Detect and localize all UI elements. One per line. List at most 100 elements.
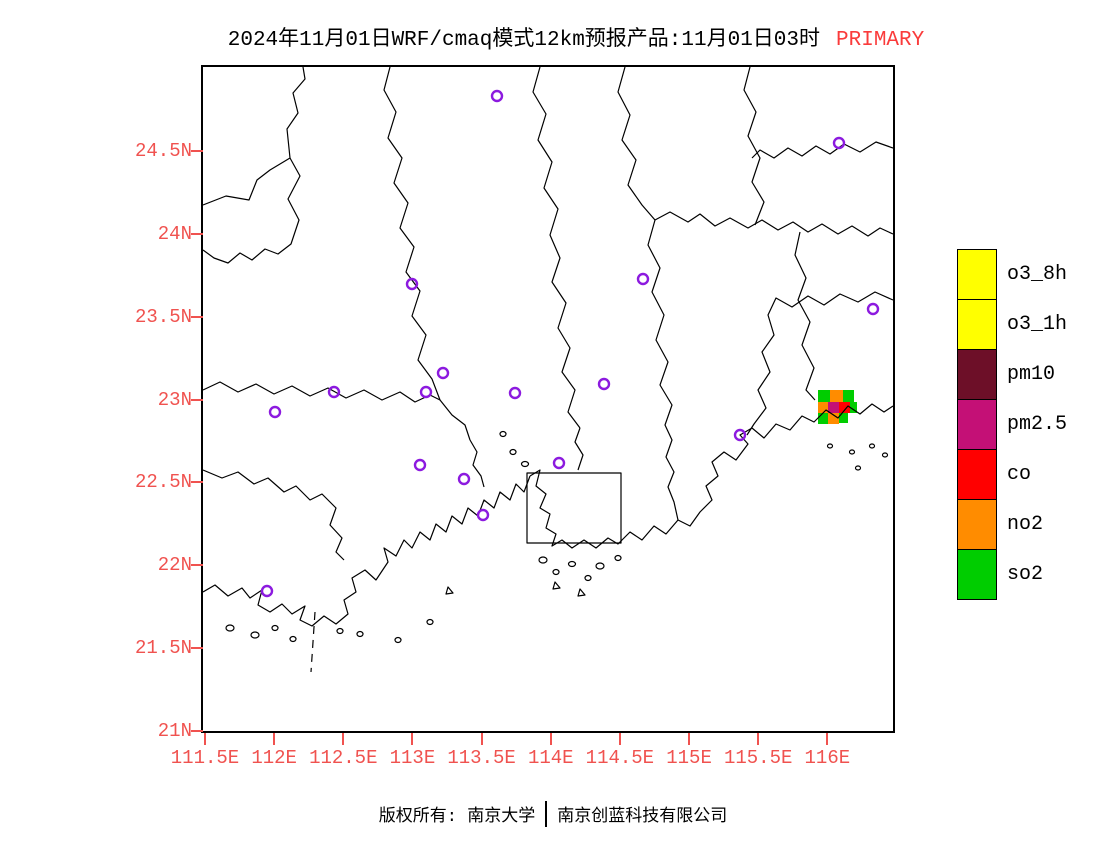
title-pollutant-tag: PRIMARY xyxy=(836,29,925,52)
islands xyxy=(225,430,889,644)
x-axis-tick xyxy=(618,733,621,745)
copyright-line: 版权所有: 南京大学 南京创蓝科技有限公司 xyxy=(3,801,1100,827)
island xyxy=(552,568,560,576)
islet xyxy=(552,581,561,590)
islet xyxy=(577,588,586,597)
legend-label-no2: no2 xyxy=(1007,513,1044,536)
y-axis-label: 22.5N xyxy=(134,471,192,494)
forecast-cell-no2 xyxy=(828,413,839,424)
y-axis-label: 23.5N xyxy=(134,305,192,328)
x-axis-tick xyxy=(826,733,829,745)
y-axis-label: 22N xyxy=(157,554,192,577)
station-marker xyxy=(832,136,846,150)
island xyxy=(336,627,344,635)
legend-label-pm2_5: pm2.5 xyxy=(1007,413,1068,436)
island xyxy=(567,560,577,568)
forecast-cell-no2 xyxy=(830,390,843,402)
x-axis-tick xyxy=(342,733,345,745)
boundary-line xyxy=(469,439,485,488)
island xyxy=(848,449,856,455)
x-axis-label: 111.5E xyxy=(170,747,240,769)
island xyxy=(356,630,364,638)
island xyxy=(271,624,279,632)
station-marker xyxy=(733,428,747,442)
station-marker xyxy=(419,385,433,399)
forecast-cell-no2 xyxy=(818,402,828,413)
administrative-boundaries xyxy=(203,67,893,673)
island xyxy=(426,618,434,626)
x-axis-label: 116E xyxy=(804,747,851,769)
map-canvas xyxy=(203,67,893,673)
boundary-line xyxy=(203,381,441,403)
island xyxy=(499,430,507,438)
island xyxy=(595,562,605,570)
station-marker xyxy=(413,458,427,472)
y-axis-tick xyxy=(191,398,203,401)
map-frame xyxy=(201,65,895,733)
forecast-grid-cells-layer xyxy=(818,390,857,424)
station-marker xyxy=(490,89,504,103)
y-axis-tick xyxy=(191,232,203,235)
y-axis-tick xyxy=(191,315,203,318)
legend-label-so2: so2 xyxy=(1007,563,1044,586)
station-marker xyxy=(327,385,341,399)
island xyxy=(538,556,548,564)
x-axis-tick xyxy=(549,733,552,745)
forecast-cell-so2 xyxy=(839,413,848,423)
station-marker xyxy=(552,456,566,470)
boundary-line xyxy=(794,231,816,401)
island xyxy=(854,465,862,471)
island xyxy=(250,631,260,639)
forecast-cell-so2 xyxy=(818,390,830,402)
x-axis-tick xyxy=(480,733,483,745)
legend-label-o3_1h: o3_1h xyxy=(1007,313,1068,336)
island xyxy=(614,554,622,562)
legend-swatch-co xyxy=(957,449,997,500)
boundary-line xyxy=(647,219,679,521)
boundary-line xyxy=(203,157,301,264)
boundary-line xyxy=(751,141,893,159)
legend-swatch-o3_1h xyxy=(957,299,997,350)
legend-swatch-so2 xyxy=(957,549,997,600)
x-axis-tick xyxy=(273,733,276,745)
x-axis-label: 113E xyxy=(389,747,436,769)
island xyxy=(881,452,889,458)
x-axis-label: 114.5E xyxy=(585,747,655,769)
station-marker xyxy=(260,584,274,598)
sar-boundary-box xyxy=(526,472,622,544)
station-marker xyxy=(597,377,611,391)
station-marker xyxy=(268,405,282,419)
boundary-line xyxy=(743,67,765,226)
y-axis-tick xyxy=(191,150,203,152)
island xyxy=(225,624,235,632)
island xyxy=(826,443,834,449)
x-axis-label: 113.5E xyxy=(447,747,516,769)
y-axis-label: 23N xyxy=(157,388,192,411)
legend-swatch-o3_8h xyxy=(957,249,997,300)
y-axis-label: 24.5N xyxy=(134,140,192,162)
page-title: 2024年11月01日WRF/cmaq模式12km预报产品:11月01日03时 P… xyxy=(26,22,1100,52)
forecast-cell-co xyxy=(839,402,850,413)
y-axis-label: 24N xyxy=(157,222,192,245)
coastline-east xyxy=(529,403,893,549)
station-marker xyxy=(436,366,450,380)
copyright-owner: 版权所有: 南京大学 xyxy=(378,808,536,827)
copyright-company: 南京创蓝科技有限公司 xyxy=(557,808,728,827)
station-marker xyxy=(508,386,522,400)
island xyxy=(394,636,402,644)
x-axis-tick xyxy=(411,733,414,745)
station-markers-layer xyxy=(260,89,880,598)
legend-swatch-pm10 xyxy=(957,349,997,400)
coastline-west xyxy=(203,475,531,627)
y-axis-label: 21N xyxy=(157,719,192,742)
station-marker xyxy=(457,472,471,486)
maritime-dashed-boundary xyxy=(310,611,316,673)
island xyxy=(868,443,876,449)
legend-label-pm10: pm10 xyxy=(1007,363,1056,386)
station-marker xyxy=(866,302,880,316)
y-axis-tick xyxy=(191,564,203,567)
y-axis-tick xyxy=(191,647,203,650)
islet xyxy=(445,586,454,595)
boundary-line xyxy=(203,469,345,561)
